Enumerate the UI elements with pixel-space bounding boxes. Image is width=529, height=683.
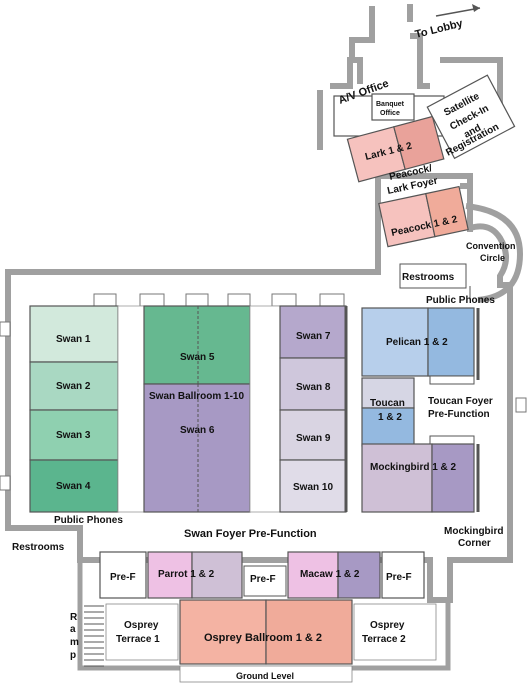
peacock-room-2 [425, 185, 469, 238]
swan-5-room [143, 305, 251, 385]
lark-room-2 [393, 115, 445, 171]
south-rooms [84, 551, 437, 683]
public-phones-top-label: Public Phones [426, 295, 495, 306]
swan-4-label: Swan 4 [56, 481, 91, 492]
mockingbird-corner-label-1: Mockingbird [444, 526, 503, 537]
to-lobby-arrow-icon [435, 4, 481, 17]
ground-level-label: Ground Level [236, 671, 294, 681]
osprey-terrace-1-label-1: Osprey [124, 620, 159, 631]
osprey-terrace-1-area [105, 603, 179, 661]
toucan-foyer-label-1: Toucan Foyer [428, 396, 493, 407]
top-wing [333, 74, 516, 300]
convention-circle-label-1: Convention [466, 241, 516, 251]
swan-2-label: Swan 2 [56, 381, 91, 392]
swan-6-room [143, 383, 251, 513]
toucan-label-2: 1 & 2 [378, 412, 402, 423]
banquet-office-room [371, 93, 415, 121]
pelican-label: Pelican 1 & 2 [386, 337, 448, 348]
restrooms-bottom-label: Restrooms [12, 542, 65, 553]
ramp-label-p: p [70, 650, 76, 661]
convention-circle-wall [465, 203, 524, 303]
to-lobby-label: To Lobby [414, 17, 465, 41]
upper-wing-walls-2 [349, 4, 473, 232]
macaw-room-2 [337, 551, 381, 599]
swan-4-room [29, 459, 119, 513]
osprey-terrace-2-area [353, 603, 437, 661]
pre-f-left-room [99, 551, 147, 599]
macaw-label: Macaw 1 & 2 [300, 569, 360, 580]
east-rooms [361, 307, 480, 513]
osprey-terrace-1-label-2: Terrace 1 [116, 634, 160, 645]
osprey-ballroom-1 [179, 599, 267, 665]
toucan-foyer-label-2: Pre-Function [428, 409, 490, 420]
swan-ballroom-label: Swan Ballroom 1-10 [149, 391, 244, 402]
swan-8-label: Swan 8 [296, 382, 331, 393]
toucan-label-1: Toucan [370, 398, 405, 409]
osprey-ballroom-label: Osprey Ballroom 1 & 2 [204, 632, 322, 644]
banquet-office-label-2: Office [380, 110, 400, 117]
left-doors [0, 321, 527, 491]
mockingbird-room-2 [431, 443, 475, 513]
ramp-label-m: m [70, 637, 79, 648]
swan-9-room [279, 409, 347, 461]
pelican-room-1 [361, 307, 429, 377]
swan-7-label: Swan 7 [296, 331, 331, 342]
pelican-room-2 [427, 307, 475, 377]
swan-9-label: Swan 9 [296, 433, 331, 444]
satellite-check-in-area [426, 74, 516, 160]
pre-f-right-room [381, 551, 425, 599]
swan-1-label: Swan 1 [56, 334, 91, 345]
swan-2-room [29, 361, 119, 411]
swan-7-room [279, 305, 347, 359]
banquet-office-label-1: Banquet [376, 101, 405, 108]
parrot-label: Parrot 1 & 2 [158, 569, 215, 580]
mockingbird-corner-label-2: Corner [458, 538, 491, 549]
swan-10-room [279, 459, 347, 513]
convention-circle-label-2: Circle [480, 253, 505, 263]
swan-10-label: Swan 10 [293, 482, 333, 493]
ramp-label-a: a [70, 624, 76, 635]
osprey-terrace-2-label-1: Osprey [370, 620, 405, 631]
swan-5-label: Swan 5 [180, 352, 215, 363]
toucan-room-1 [361, 377, 415, 409]
swan-wing [29, 293, 348, 513]
pre-f-right-label: Pre-F [386, 572, 412, 583]
mockingbird-label: Mockingbird 1 & 2 [370, 462, 457, 473]
public-phones-bottom-label: Public Phones [54, 515, 123, 526]
restrooms-top-label: Restrooms [402, 272, 455, 283]
pre-f-center-room [243, 565, 287, 597]
ramp-label-r: R [70, 612, 78, 623]
mockingbird-room-1 [361, 443, 433, 513]
swan-foyer-label: Swan Foyer Pre-Function [184, 528, 317, 540]
swan-6-label: Swan 6 [180, 425, 215, 436]
swan-3-room [29, 409, 119, 461]
parrot-room-1 [147, 551, 193, 599]
ramp-stripes [84, 605, 104, 667]
parrot-room-2 [191, 551, 243, 599]
osprey-terrace-2-label-2: Terrace 2 [362, 634, 406, 645]
swan-3-label: Swan 3 [56, 430, 91, 441]
pre-f-center-label: Pre-F [250, 574, 276, 585]
pre-f-left-label: Pre-F [110, 572, 136, 583]
